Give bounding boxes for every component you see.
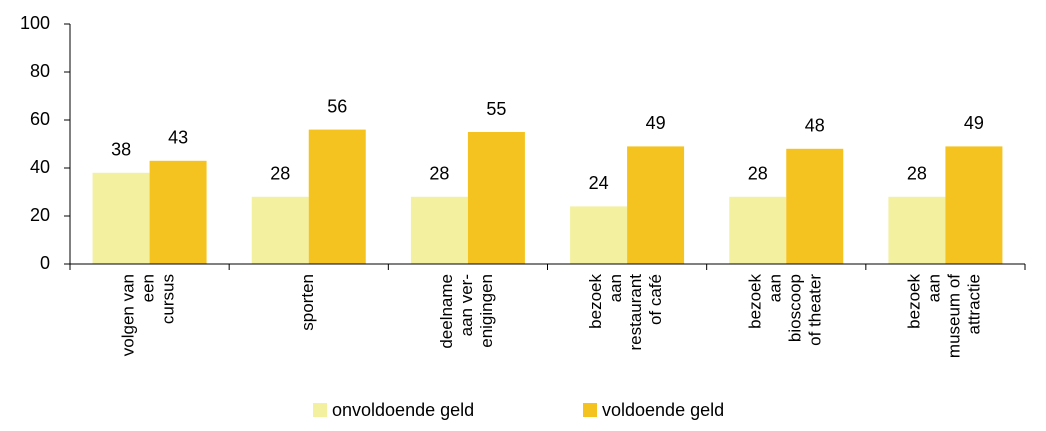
value-label: 28 [429, 164, 449, 184]
legend-label: voldoende geld [602, 400, 724, 420]
bar [786, 148, 844, 264]
x-tick-label: bezoekaanrestaurantof café [587, 274, 666, 351]
bar [92, 172, 150, 264]
y-tick-label: 80 [30, 61, 50, 81]
value-label: 28 [270, 164, 290, 184]
value-label: 28 [907, 164, 927, 184]
y-tick-label: 0 [40, 253, 50, 273]
y-tick-label: 100 [20, 13, 50, 33]
x-tick-label: deelnameaan ver-enigingen [437, 274, 496, 349]
bar [627, 146, 685, 264]
bar [570, 206, 628, 264]
bar [467, 132, 525, 264]
bar [308, 129, 366, 264]
value-label: 43 [168, 128, 188, 148]
value-label: 49 [646, 113, 666, 133]
x-tick-label: bezoekaanbioscoopof theater [746, 274, 825, 346]
y-tick-label: 60 [30, 109, 50, 129]
y-tick-label: 40 [30, 157, 50, 177]
value-label: 24 [589, 173, 609, 193]
bar [149, 160, 207, 264]
value-label: 55 [486, 99, 506, 119]
bar [410, 196, 468, 264]
bar [729, 196, 787, 264]
x-tick-label: volgen vaneencursus [119, 274, 178, 356]
x-tick-label: sporten [298, 274, 317, 331]
x-tick-label: bezoekaanmuseum ofattractie [905, 274, 984, 359]
bar [945, 146, 1003, 264]
bar [888, 196, 946, 264]
value-label: 48 [805, 116, 825, 136]
legend-swatch [313, 403, 327, 417]
legend-swatch [583, 403, 597, 417]
value-label: 38 [111, 140, 131, 160]
legend-label: onvoldoende geld [332, 400, 474, 420]
y-tick-label: 20 [30, 205, 50, 225]
value-label: 56 [327, 96, 347, 116]
value-label: 28 [748, 164, 768, 184]
bar [251, 196, 309, 264]
value-label: 49 [964, 113, 984, 133]
